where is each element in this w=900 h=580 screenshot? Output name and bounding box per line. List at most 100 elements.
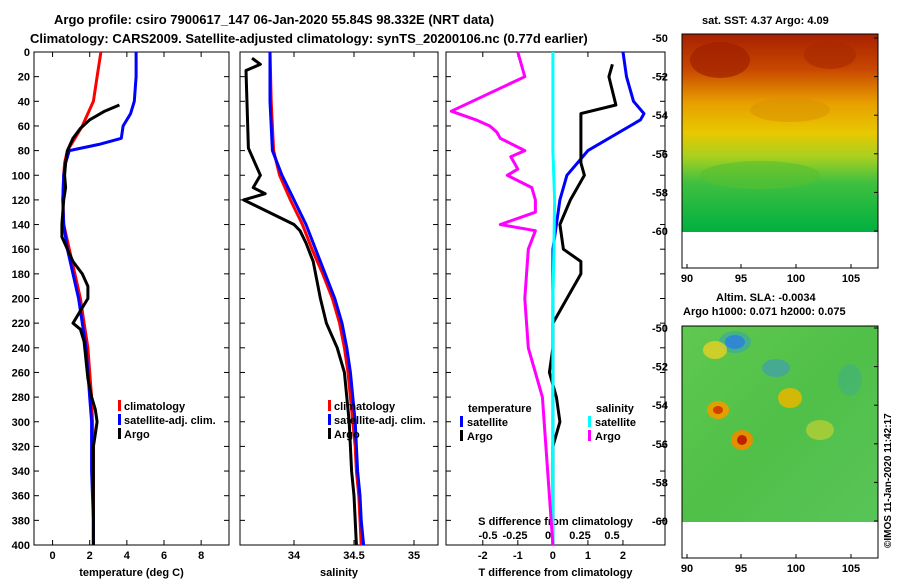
- x-tick-label: 35: [408, 550, 420, 562]
- legend-label: Argo: [334, 429, 360, 441]
- lat-tick-label: -52: [652, 362, 668, 374]
- lat-tick-label: -60: [652, 516, 668, 528]
- top-axis-label: S difference from climatology: [478, 516, 634, 528]
- depth-tick-label: 260: [12, 367, 30, 379]
- lon-tick-label: 105: [842, 273, 860, 285]
- sla-map-frame: [681, 325, 879, 559]
- depth-tick-label: 40: [18, 96, 30, 108]
- sst-map: sat. SST: 4.37 Argo: 4.09 -50 -52 -54 -56 -5…: [652, 15, 879, 285]
- top-tick-label: -0.5: [479, 530, 498, 542]
- legend-swatch: [328, 400, 331, 411]
- legend-label: satellite: [595, 417, 636, 429]
- differences-salinity-argo-line: [449, 51, 555, 546]
- sla-map-subtitle: Argo h1000: 0.071 h2000: 0.075: [683, 306, 846, 318]
- depth-tick-label: 200: [12, 294, 30, 306]
- legend-label: Argo: [595, 431, 621, 443]
- salinity-xlabel: salinity: [320, 567, 359, 579]
- imos-stamp: ©IMOS 11-Jan-2020 11:42:17: [883, 413, 894, 548]
- sla-high-core: [713, 406, 723, 414]
- legend-label: Argo: [124, 429, 150, 441]
- sla-map-title: Altim. SLA: -0.0034: [716, 292, 817, 304]
- sla-low-eddy: [838, 364, 862, 396]
- sst-mid-patch: [750, 98, 830, 122]
- depth-tick-label: 160: [12, 244, 30, 256]
- x-tick-label: 0: [550, 550, 556, 562]
- lon-tick-label: 95: [735, 273, 747, 285]
- lon-tick-label: 100: [787, 273, 805, 285]
- x-tick-label: 8: [198, 550, 204, 562]
- differences-frame: [445, 51, 666, 546]
- legend-swatch: [460, 430, 463, 441]
- depth-tick-label: 120: [12, 195, 30, 207]
- top-tick-label: -0.25: [502, 530, 527, 542]
- legend-heading: salinity: [596, 403, 635, 415]
- sla-high-eddy: [778, 388, 802, 408]
- legend-label: climatology: [334, 401, 396, 413]
- x-tick-label: -2: [478, 550, 488, 562]
- depth-tick-label: 80: [18, 146, 30, 158]
- x-tick-label: 0: [50, 550, 56, 562]
- differences-panel: -2 -1 0 1 2 T difference from climatology S di…: [445, 51, 666, 579]
- temperature-panel: 0204060801001201401601802002202402602803…: [12, 47, 230, 579]
- x-tick-label: 6: [161, 550, 167, 562]
- depth-tick-label: 320: [12, 441, 30, 453]
- temperature-argo-line: [60, 103, 120, 545]
- sla-nodata: [682, 522, 878, 558]
- depth-tick-label: 360: [12, 491, 30, 503]
- depth-tick-label: 60: [18, 121, 30, 133]
- temperature-xlabel: temperature (deg C): [79, 567, 184, 579]
- depth-tick-label: 340: [12, 466, 30, 478]
- legend-label: satellite-adj. clim.: [124, 415, 216, 427]
- depth-tick-label: 140: [12, 220, 30, 232]
- legend-heading: temperature: [468, 403, 532, 415]
- lon-tick-label: 90: [681, 563, 693, 575]
- x-tick-label: 2: [620, 550, 626, 562]
- legend-label: Argo: [467, 431, 493, 443]
- top-tick-label: 0: [545, 530, 551, 542]
- sst-map-title: sat. SST: 4.37 Argo: 4.09: [702, 15, 829, 27]
- depth-tick-label: 400: [12, 540, 30, 552]
- legend-swatch: [118, 428, 121, 439]
- lon-tick-label: 95: [735, 563, 747, 575]
- differences-salinity-satellite-line: [551, 52, 557, 545]
- top-tick-label: 0.5: [604, 530, 619, 542]
- differences-xlabel: T difference from climatology: [478, 567, 633, 579]
- lat-tick-label: -54: [652, 110, 669, 122]
- sla-high-eddy: [703, 341, 727, 359]
- salinity-argo-line: [242, 56, 358, 546]
- sla-high-core: [737, 435, 747, 445]
- legend-label: satellite: [467, 417, 508, 429]
- sst-warm-patch: [690, 42, 750, 78]
- legend-swatch: [328, 428, 331, 439]
- top-tick-label: 0.25: [569, 530, 590, 542]
- legend-swatch: [460, 416, 463, 427]
- lon-tick-label: 105: [842, 563, 860, 575]
- x-tick-label: 4: [124, 550, 131, 562]
- legend-swatch: [118, 414, 121, 425]
- legend-swatch: [328, 414, 331, 425]
- sla-low-eddy: [719, 331, 751, 353]
- sst-cool-patch: [700, 161, 820, 189]
- depth-tick-label: 220: [12, 318, 30, 330]
- salinity-satellite-adj-clim--line: [268, 52, 366, 546]
- lat-tick-label: -50: [652, 323, 668, 335]
- depth-tick-label: 180: [12, 269, 30, 281]
- legend-label: satellite-adj. clim.: [334, 415, 426, 427]
- lat-tick-label: -50: [652, 33, 668, 45]
- lat-tick-label: -58: [652, 187, 668, 199]
- depth-tick-label: 20: [18, 72, 30, 84]
- temperature-frame: [33, 51, 230, 546]
- x-tick-label: -1: [513, 550, 523, 562]
- lat-tick-label: -56: [652, 439, 668, 451]
- legend-swatch: [588, 416, 591, 427]
- depth-tick-label: 380: [12, 515, 30, 527]
- title-line-1: Argo profile: csiro 7900617_147 06-Jan-2…: [54, 12, 494, 27]
- lat-tick-label: -56: [652, 149, 668, 161]
- x-tick-label: 2: [87, 550, 93, 562]
- legend-swatch: [588, 430, 591, 441]
- x-tick-label: 34.5: [343, 550, 364, 562]
- lat-tick-label: -58: [652, 477, 668, 489]
- legend-label: climatology: [124, 401, 186, 413]
- lat-tick-label: -60: [652, 226, 668, 238]
